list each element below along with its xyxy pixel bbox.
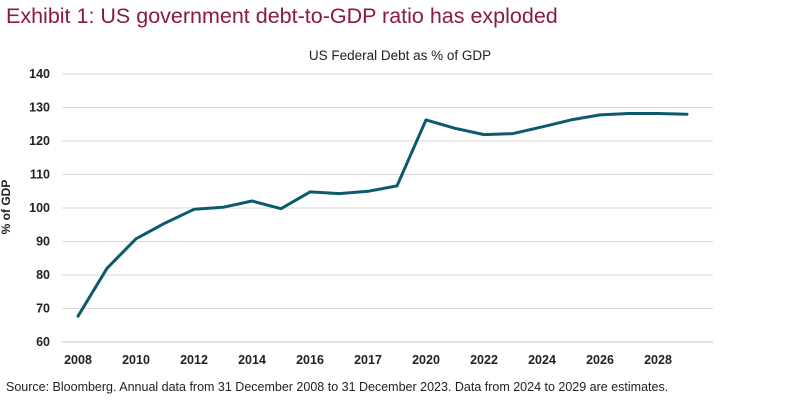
source-note: Source: Bloomberg. Annual data from 31 D…	[6, 380, 669, 394]
x-tick-label: 2020	[412, 353, 440, 367]
y-tick-label: 60	[36, 335, 50, 349]
y-tick-label: 100	[29, 201, 50, 215]
y-tick-label: 120	[29, 134, 50, 148]
y-tick-label: 110	[30, 168, 50, 182]
x-tick-label: 2017	[354, 353, 382, 367]
exhibit-title: Exhibit 1: US government debt-to-GDP rat…	[6, 4, 558, 28]
y-tick-labels: 60 70 80 90 100 110 120 130 140	[29, 67, 50, 349]
y-tick-label: 80	[36, 268, 50, 282]
y-tick-label: 130	[29, 101, 50, 115]
x-tick-label: 2028	[644, 353, 672, 367]
series-line	[76, 112, 689, 318]
x-tick-label: 2024	[528, 353, 556, 367]
x-tick-label: 2010	[122, 353, 150, 367]
gridlines	[62, 73, 713, 343]
x-tick-label: 2016	[296, 353, 324, 367]
y-tick-label: 90	[36, 235, 50, 249]
x-tick-labels: 2008 2010 2012 2014 2016 2017 2020 2022 2024 2026…	[64, 353, 672, 367]
y-tick-label: 140	[29, 67, 50, 81]
x-tick-label: 2014	[238, 353, 266, 367]
chart-title: US Federal Debt as % of GDP	[308, 48, 492, 63]
series-layer	[76, 112, 689, 318]
x-tick-label: 2022	[470, 353, 498, 367]
x-tick-label: 2026	[586, 353, 614, 367]
x-tick-label: 2012	[180, 353, 208, 367]
x-tick-label: 2008	[64, 353, 92, 367]
y-tick-label: 70	[36, 302, 50, 316]
